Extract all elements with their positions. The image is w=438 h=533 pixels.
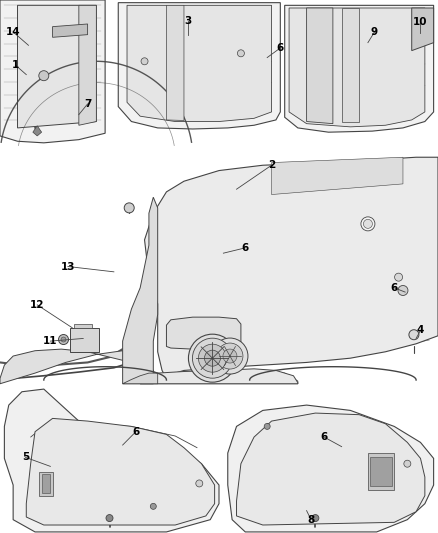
Text: 2: 2: [268, 160, 275, 170]
Polygon shape: [39, 472, 53, 496]
Circle shape: [217, 343, 243, 369]
Text: 6: 6: [277, 43, 284, 53]
Circle shape: [398, 286, 408, 295]
Polygon shape: [412, 8, 434, 51]
Circle shape: [223, 349, 237, 363]
Text: 7: 7: [84, 99, 91, 109]
Polygon shape: [118, 3, 280, 129]
Text: 6: 6: [132, 427, 139, 437]
Circle shape: [188, 334, 237, 382]
Polygon shape: [33, 126, 42, 136]
Text: 4: 4: [417, 326, 424, 335]
Polygon shape: [0, 349, 158, 384]
Text: 12: 12: [30, 300, 45, 310]
Circle shape: [106, 514, 113, 522]
Text: 8: 8: [307, 515, 314, 524]
Circle shape: [404, 460, 411, 467]
Polygon shape: [123, 373, 158, 384]
Circle shape: [141, 58, 148, 65]
Circle shape: [192, 338, 233, 378]
Polygon shape: [79, 5, 96, 125]
Polygon shape: [53, 24, 88, 37]
Text: 5: 5: [22, 453, 29, 462]
Polygon shape: [26, 418, 215, 525]
Polygon shape: [123, 197, 158, 384]
Text: 1: 1: [12, 60, 19, 70]
Polygon shape: [228, 405, 434, 532]
Text: 9: 9: [371, 27, 378, 37]
Circle shape: [124, 203, 134, 213]
Polygon shape: [18, 5, 96, 128]
Text: 13: 13: [60, 262, 75, 271]
Circle shape: [198, 344, 226, 372]
Circle shape: [395, 273, 403, 281]
Polygon shape: [289, 8, 425, 127]
Text: 6: 6: [242, 243, 249, 253]
Text: 6: 6: [391, 283, 398, 293]
Circle shape: [196, 480, 203, 487]
Polygon shape: [166, 5, 184, 120]
Polygon shape: [74, 324, 92, 328]
Polygon shape: [140, 370, 298, 384]
Polygon shape: [307, 8, 333, 124]
Circle shape: [205, 350, 220, 366]
Circle shape: [364, 220, 372, 228]
Circle shape: [39, 71, 49, 80]
Polygon shape: [272, 157, 403, 195]
Circle shape: [264, 423, 270, 430]
Circle shape: [59, 335, 68, 344]
Circle shape: [61, 337, 66, 342]
Polygon shape: [342, 8, 359, 122]
Polygon shape: [70, 328, 99, 352]
Text: 6: 6: [321, 432, 328, 442]
Polygon shape: [127, 5, 272, 122]
Text: 10: 10: [413, 18, 428, 27]
Circle shape: [312, 514, 319, 522]
Polygon shape: [166, 317, 241, 349]
Polygon shape: [145, 157, 438, 378]
Circle shape: [409, 330, 419, 340]
Circle shape: [237, 50, 244, 57]
Text: 3: 3: [185, 17, 192, 26]
Circle shape: [212, 338, 248, 374]
Polygon shape: [140, 369, 298, 384]
Circle shape: [150, 503, 156, 510]
Polygon shape: [285, 5, 434, 132]
Polygon shape: [42, 474, 50, 493]
Polygon shape: [237, 413, 425, 525]
Polygon shape: [370, 457, 392, 486]
Text: 14: 14: [6, 27, 21, 37]
Text: 11: 11: [43, 336, 58, 346]
Polygon shape: [368, 453, 394, 490]
Polygon shape: [0, 0, 105, 143]
Polygon shape: [4, 389, 219, 532]
Circle shape: [361, 217, 375, 231]
